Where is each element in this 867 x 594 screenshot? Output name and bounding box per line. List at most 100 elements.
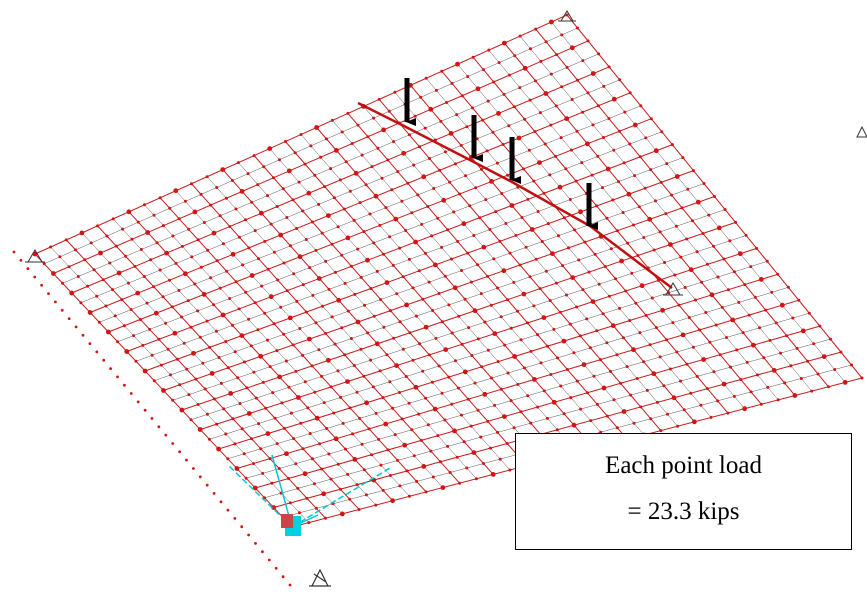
mesh-node <box>309 144 313 148</box>
mesh-node <box>388 380 392 384</box>
mesh-node <box>206 248 210 252</box>
mesh-node <box>420 222 424 226</box>
mesh-node <box>355 390 359 394</box>
mesh-node <box>421 297 425 301</box>
mesh-node <box>130 237 134 241</box>
mesh-node <box>272 176 275 180</box>
mesh-node <box>581 110 585 114</box>
mesh-node <box>634 301 638 305</box>
mesh-node <box>291 343 295 347</box>
mesh-node <box>529 421 533 425</box>
mesh-node <box>272 250 276 254</box>
mesh-node <box>288 501 292 505</box>
mesh-node <box>576 26 579 30</box>
mesh-node <box>709 292 715 298</box>
mesh-node <box>421 174 427 180</box>
mesh-node <box>664 212 668 216</box>
mesh-node <box>261 380 265 384</box>
mesh-node <box>649 417 653 421</box>
mesh-node <box>677 303 681 307</box>
mesh-node <box>660 307 665 313</box>
mesh-node <box>860 376 864 380</box>
mesh-node <box>233 442 237 446</box>
mesh-node <box>501 143 505 146</box>
mesh-node <box>169 373 172 377</box>
mesh-node <box>621 211 625 214</box>
mesh-node <box>152 213 156 217</box>
mesh-node <box>171 398 175 402</box>
mesh-node <box>234 466 240 471</box>
mesh-node <box>482 391 488 397</box>
mesh-node <box>447 375 451 379</box>
mesh-node <box>51 271 56 276</box>
mesh-node <box>471 106 474 110</box>
mesh-node <box>263 496 266 500</box>
mesh-node <box>615 426 619 430</box>
mesh-node <box>390 188 394 192</box>
mesh-node <box>310 364 314 368</box>
mesh-node <box>226 457 230 461</box>
mesh-node <box>578 334 582 338</box>
mesh-node <box>379 298 383 301</box>
mesh-node <box>560 85 564 89</box>
mesh-node <box>209 203 213 207</box>
mesh-node <box>378 369 382 373</box>
edge-node <box>33 275 37 279</box>
mesh-node <box>764 308 768 312</box>
mesh-node <box>771 368 777 373</box>
mesh-node <box>605 216 609 220</box>
mesh-node <box>388 235 392 239</box>
mesh-node <box>759 402 763 406</box>
mesh-node <box>116 340 120 344</box>
mesh-node <box>526 321 529 325</box>
mesh-node <box>219 381 223 385</box>
mesh-node <box>723 208 727 211</box>
mesh-node <box>454 162 457 166</box>
mesh-node <box>460 413 463 417</box>
point-load-arrows <box>404 78 598 230</box>
mesh-node <box>722 257 726 261</box>
mesh-node <box>543 91 549 96</box>
mesh-node <box>326 357 331 363</box>
mesh-node <box>258 353 264 359</box>
mesh-node <box>67 265 71 269</box>
mesh-node <box>443 418 447 422</box>
mesh-node <box>252 370 256 374</box>
mesh-node <box>474 477 478 481</box>
edge-node <box>247 533 251 537</box>
mesh-node <box>568 198 572 201</box>
mesh-node <box>596 104 600 108</box>
mesh-node <box>440 245 444 249</box>
mesh-node <box>58 255 62 259</box>
mesh-node <box>203 387 207 391</box>
mesh-node <box>557 184 563 190</box>
mesh-node <box>325 427 329 430</box>
mesh-node <box>749 390 753 394</box>
mesh-node <box>737 251 743 257</box>
mesh-node <box>526 197 530 201</box>
mesh-node <box>562 216 566 220</box>
mesh-node <box>417 269 421 273</box>
mesh-node <box>739 378 743 381</box>
mesh-node <box>266 267 270 271</box>
mesh-node <box>586 39 590 43</box>
mesh-node <box>49 245 53 249</box>
mesh-node <box>665 338 669 342</box>
mesh-node <box>343 353 347 357</box>
mesh-node <box>526 394 530 398</box>
mesh-node <box>404 302 409 308</box>
mesh-node <box>345 235 351 241</box>
mesh-node <box>209 371 215 376</box>
mesh-node <box>498 239 502 243</box>
mesh-node <box>586 91 590 95</box>
edge-node <box>288 583 292 587</box>
mesh-node <box>344 160 348 164</box>
mesh-node <box>363 303 366 307</box>
mesh-node <box>786 285 790 289</box>
mesh-node <box>621 336 625 340</box>
mesh-node <box>484 198 488 202</box>
mesh-node <box>585 141 590 147</box>
mesh-node <box>348 189 352 193</box>
mesh-node <box>268 365 272 369</box>
mesh-node <box>452 210 456 214</box>
